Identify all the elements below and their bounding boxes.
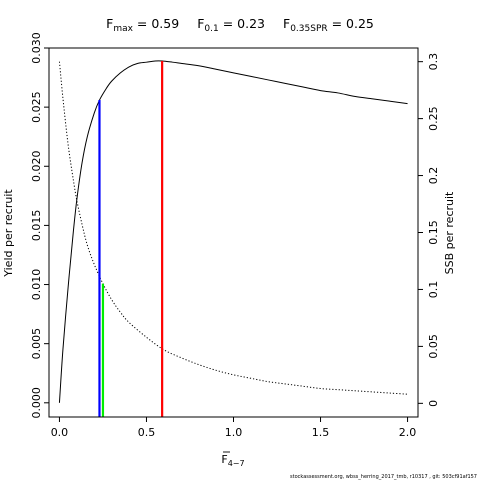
x-axis: 0.0 0.5 1.0 1.5 2.0 bbox=[51, 416, 417, 439]
title-part-subscript: 0.1 bbox=[204, 24, 218, 34]
y-right-tick-label: 0.25 bbox=[427, 106, 440, 131]
y-axis-right-label: SSB per recruit bbox=[443, 191, 456, 274]
y-right-tick-label: 0 bbox=[427, 400, 440, 407]
title-part-base: F bbox=[106, 16, 113, 31]
x-axis-label-base: F bbox=[221, 453, 227, 466]
chart-series bbox=[58, 60, 408, 403]
y-left-tick-label: 0.005 bbox=[30, 328, 43, 360]
x-tick-label: 0.5 bbox=[138, 426, 156, 439]
y-right-tick-label: 0.15 bbox=[427, 220, 440, 245]
x-axis-label-subscript: 4−7 bbox=[228, 459, 245, 468]
y-right-tick-label: 0.05 bbox=[427, 334, 440, 359]
footer-stamp: stockassessment.org, wbss_herring_2017_t… bbox=[290, 474, 477, 480]
title-part-subscript: 0.35SPR bbox=[290, 24, 327, 34]
y-left-tick-label: 0.000 bbox=[30, 387, 43, 419]
x-tick-label: 2.0 bbox=[399, 426, 417, 439]
y-left-tick-label: 0.020 bbox=[30, 151, 43, 183]
y-left-tick-label: 0.030 bbox=[30, 32, 43, 64]
x-tick-label: 0.0 bbox=[51, 426, 69, 439]
x-axis-label: F4−7 bbox=[221, 451, 245, 468]
title-part-value: = 0.25 bbox=[328, 16, 374, 31]
reference-lines bbox=[98, 61, 164, 417]
chart-title: Fmax = 0.59 F0.1 = 0.23 F0.35SPR = 0.25 bbox=[106, 16, 374, 34]
chart-title-text: Fmax = 0.59 F0.1 = 0.23 F0.35SPR = 0.25 bbox=[106, 16, 374, 34]
ssb-per-recruit-line bbox=[58, 61, 408, 395]
y-axis-left: 0.000 0.005 0.010 0.015 0.020 0.025 0.030 bbox=[30, 32, 50, 419]
y-axis-right: 0 0.05 0.1 0.15 0.2 0.25 0.3 bbox=[417, 53, 440, 407]
title-part-base: F bbox=[197, 16, 204, 31]
y-left-tick-label: 0.025 bbox=[30, 91, 43, 123]
title-part-subscript: max bbox=[113, 24, 133, 34]
y-right-tick-label: 0.3 bbox=[427, 53, 440, 71]
title-part-value: = 0.59 bbox=[133, 16, 179, 31]
y-axis-left-label: Yield per recruit bbox=[2, 189, 15, 278]
y-left-tick-label: 0.015 bbox=[30, 210, 43, 242]
x-tick-label: 1.5 bbox=[312, 426, 330, 439]
x-tick-label: 1.0 bbox=[225, 426, 243, 439]
y-left-tick-label: 0.010 bbox=[30, 269, 43, 301]
y-right-tick-label: 0.2 bbox=[427, 167, 440, 185]
y-right-tick-label: 0.1 bbox=[427, 281, 440, 299]
yield-per-recruit-line bbox=[58, 60, 408, 403]
x-axis-label-text: F4−7 bbox=[221, 453, 244, 468]
title-part-base: F bbox=[283, 16, 290, 31]
title-part-value: = 0.23 bbox=[219, 16, 265, 31]
